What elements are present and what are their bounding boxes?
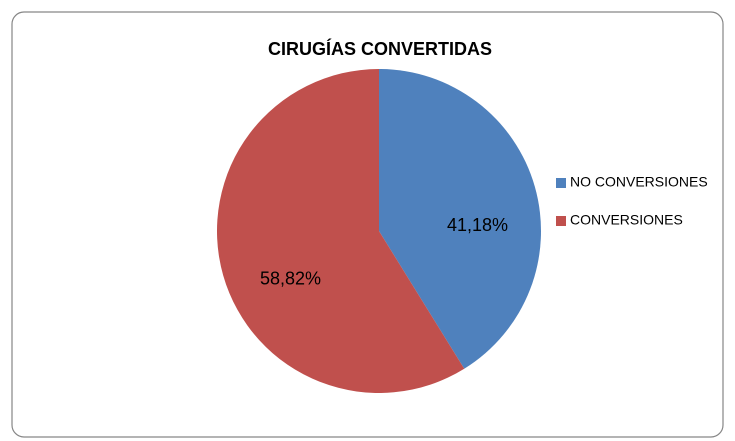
data-label: 58,82% <box>260 268 321 288</box>
legend-swatch <box>556 216 566 226</box>
data-label: 41,18% <box>447 215 508 235</box>
pie-slice <box>217 69 465 393</box>
chart-title: CIRUGÍAS CONVERTIDAS <box>268 38 492 59</box>
legend-swatch <box>556 178 566 188</box>
plot-area: 41,18% NO CONVERSIONES 58,82% CONVERSIONES <box>217 69 708 393</box>
legend-label: NO CONVERSIONES <box>570 174 708 190</box>
pie-slice <box>379 69 542 369</box>
legend-label: CONVERSIONES <box>570 212 683 228</box>
